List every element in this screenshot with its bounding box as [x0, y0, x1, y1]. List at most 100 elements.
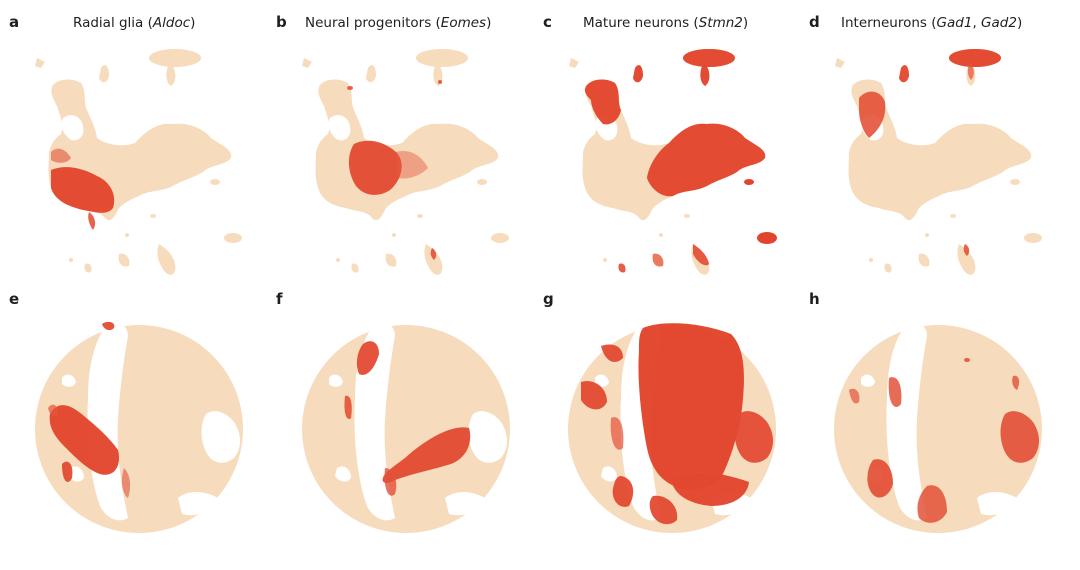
cell-cluster [336, 258, 340, 262]
cell-cluster [149, 49, 201, 67]
expressing-cells [963, 244, 970, 256]
expressing-cells [849, 388, 860, 404]
expressing-cells [121, 468, 131, 498]
expressing-cells [964, 358, 970, 362]
expressing-cells [649, 495, 678, 525]
cell-cluster [392, 233, 396, 237]
expressing-cells [757, 232, 777, 244]
expressing-cells [102, 321, 115, 331]
embedding-gap [329, 374, 343, 387]
cell-cluster [150, 214, 156, 218]
expressing-cells [867, 459, 893, 498]
circular-embedding-plot [568, 323, 776, 533]
expressing-cells [1012, 375, 1020, 390]
cell-cluster [884, 263, 892, 273]
expressing-cells [584, 79, 621, 125]
expressing-cells [51, 167, 115, 213]
expressing-cells [601, 344, 623, 362]
embedding-gap [595, 374, 609, 387]
expression-overlay [849, 358, 1039, 523]
expression-overlay [584, 49, 777, 273]
panel-label: h [809, 290, 820, 308]
expressing-cells [899, 65, 909, 83]
cell-cluster [35, 325, 243, 533]
panel-title: Neural progenitors (Eomes) [305, 15, 492, 31]
circular-embedding-plot [35, 321, 243, 533]
cell-cluster [569, 58, 579, 68]
expressing-cells [51, 148, 71, 163]
expression-overlay [347, 80, 442, 260]
panel-label: c [543, 13, 552, 31]
panel-title: Radial glia (Aldoc) [73, 15, 196, 31]
expressing-cells [438, 80, 442, 84]
cell-cluster [1024, 233, 1042, 243]
expressing-cells [633, 65, 643, 83]
cell-cluster [302, 325, 510, 533]
embedding-gap [445, 492, 485, 516]
cell-cluster [416, 49, 468, 67]
expressing-cells [700, 62, 710, 86]
panel-label: a [9, 13, 20, 31]
panel-label: d [809, 13, 820, 31]
cell-cluster [869, 258, 873, 262]
embedding-gap [468, 411, 507, 463]
cell-cluster [84, 263, 92, 273]
expression-halo [396, 150, 428, 179]
cell-cluster [684, 214, 690, 218]
umap-plot [569, 49, 777, 275]
cell-cluster [366, 65, 376, 83]
panel-label: e [9, 290, 20, 308]
embedding-gap [335, 466, 351, 482]
expressing-cells [888, 377, 902, 407]
cell-cluster [125, 233, 129, 237]
cell-cluster [957, 244, 976, 275]
expressing-cells [356, 341, 379, 375]
panel-label: f [276, 290, 283, 308]
panel-title: Interneurons (Gad1, Gad2) [841, 15, 1023, 31]
expression-overlay [48, 321, 131, 498]
expressing-cells [612, 476, 634, 507]
cell-cluster [166, 62, 176, 86]
expressing-cells [348, 140, 402, 195]
cell-cluster [491, 233, 509, 243]
embedding-gap [178, 492, 218, 516]
circular-embedding-plot [302, 323, 510, 533]
umap-plot [35, 49, 242, 275]
expressing-cells [647, 123, 766, 197]
cell-cluster [69, 258, 73, 262]
cell-cluster [385, 253, 397, 267]
expressing-cells [638, 323, 744, 490]
embedding-gap [201, 411, 240, 463]
cell-cluster [1010, 179, 1020, 185]
expressing-cells [396, 150, 428, 179]
expressing-cells [62, 461, 73, 482]
expressing-cells [734, 411, 773, 463]
umap-plot [302, 49, 509, 275]
cell-cluster [210, 179, 220, 185]
expressing-cells [949, 49, 1001, 67]
expression-overlay [859, 49, 1001, 256]
cell-cluster [950, 214, 956, 218]
cell-cluster [351, 263, 359, 273]
cell-cluster [848, 79, 1032, 221]
cell-cluster [99, 65, 109, 83]
expressing-cells [693, 244, 709, 266]
embedding-gap [861, 374, 875, 387]
cell-cluster [424, 244, 443, 275]
embedding-gap [886, 323, 927, 521]
expression-overlay [51, 148, 115, 230]
expressing-cells [917, 485, 947, 523]
cell-cluster [835, 58, 845, 68]
cell-cluster [118, 253, 130, 267]
expressing-cells [347, 86, 353, 90]
expressing-cells [48, 404, 58, 416]
expressing-cells [671, 472, 749, 506]
embedding-gap [601, 466, 617, 482]
embedding-gap [62, 374, 76, 387]
circular-embedding-plot [834, 323, 1042, 533]
expressing-cells [652, 253, 664, 267]
cell-cluster [417, 214, 423, 218]
panel-title: Mature neurons (Stmn2) [583, 15, 749, 31]
expressing-cells [430, 248, 437, 260]
expressing-cells [744, 179, 754, 185]
